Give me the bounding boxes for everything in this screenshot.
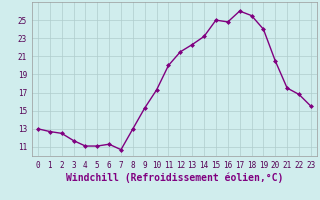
X-axis label: Windchill (Refroidissement éolien,°C): Windchill (Refroidissement éolien,°C) (66, 173, 283, 183)
